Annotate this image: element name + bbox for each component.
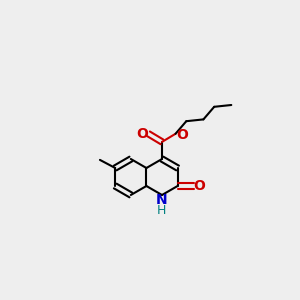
Text: O: O xyxy=(176,128,188,142)
Text: N: N xyxy=(155,194,167,207)
Text: H: H xyxy=(156,204,166,217)
Text: O: O xyxy=(193,179,205,193)
Text: O: O xyxy=(136,127,148,141)
